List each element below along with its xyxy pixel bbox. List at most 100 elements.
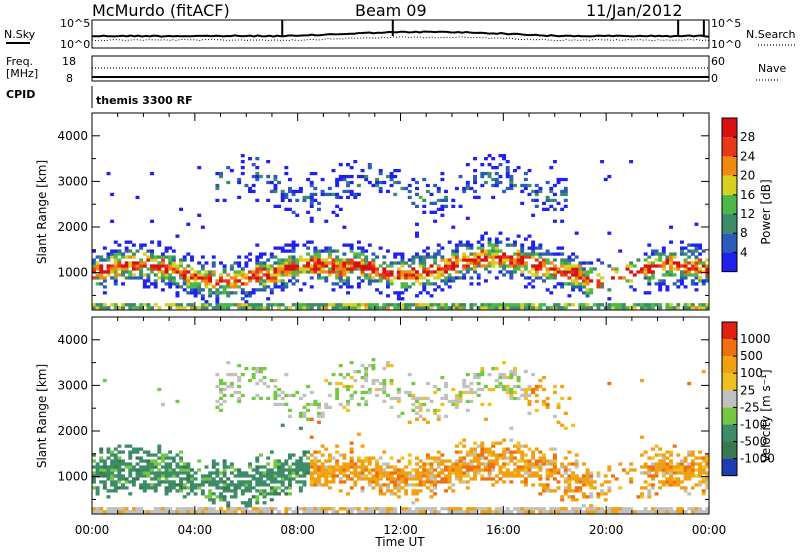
- velocity-cell: [393, 465, 398, 469]
- power-cell: [415, 252, 419, 256]
- power-cell: [342, 306, 347, 310]
- power-cell: [378, 168, 383, 173]
- velocity-cell: [483, 456, 488, 460]
- velocity-cell: [240, 492, 245, 496]
- power-cell: [146, 249, 151, 253]
- velocity-cell: [523, 477, 528, 481]
- velocity-cell: [444, 477, 448, 481]
- power-cell: [121, 303, 125, 307]
- velocity-cell: [338, 402, 343, 407]
- velocity-cell: [600, 507, 605, 511]
- velocity-cell: [578, 486, 583, 490]
- velocity-cell: [658, 507, 663, 511]
- velocity-cell: [574, 459, 579, 463]
- power-cell: [219, 273, 223, 277]
- power-cell: [131, 243, 136, 247]
- velocity-cell: [465, 486, 470, 490]
- velocity-cell: [244, 366, 249, 371]
- velocity-cell: [378, 465, 383, 469]
- velocity-cell: [131, 507, 136, 511]
- velocity-cell: [400, 471, 405, 475]
- velocity-cell: [665, 468, 670, 472]
- power-cell: [124, 267, 129, 271]
- velocity-cell: [164, 462, 169, 466]
- velocity-cell: [237, 507, 242, 511]
- power-cell: [494, 276, 499, 280]
- power-cell: [204, 306, 209, 310]
- velocity-cell: [701, 477, 706, 481]
- power-cell: [378, 306, 383, 310]
- power-cell: [465, 240, 470, 244]
- power-cell: [306, 252, 311, 256]
- power-cell: [618, 306, 623, 310]
- power-cell: [672, 273, 677, 277]
- power-cell: [258, 303, 263, 307]
- velocity-cell: [589, 480, 594, 484]
- power-cell: [654, 264, 659, 268]
- power-cell: [335, 264, 340, 268]
- power-cell: [189, 282, 194, 286]
- velocity-cell: [349, 393, 354, 398]
- power-cell: [407, 189, 412, 194]
- power-cell: [476, 195, 481, 200]
- velocity-cell: [182, 507, 187, 511]
- velocity-cell: [171, 510, 176, 514]
- power-cell: [153, 282, 158, 286]
- power-cell: [211, 291, 216, 295]
- power-cell: [436, 270, 441, 274]
- power-cell: [135, 267, 140, 271]
- velocity-cell: [346, 510, 350, 514]
- power-cell: [614, 303, 619, 307]
- velocity-cell: [266, 507, 271, 511]
- power-cell: [520, 303, 525, 307]
- power-cell: [407, 306, 412, 310]
- velocity-cell: [186, 480, 191, 484]
- power-cell: [545, 267, 550, 271]
- velocity-cell: [705, 483, 710, 487]
- velocity-cell: [375, 480, 380, 484]
- power-cell: [102, 246, 107, 250]
- power-cell: [240, 291, 245, 295]
- velocity-cell: [690, 471, 695, 475]
- power-cell: [309, 267, 314, 271]
- velocity-cell: [404, 510, 409, 514]
- velocity-cell: [298, 459, 303, 463]
- velocity-cell: [124, 444, 129, 448]
- power-cell: [545, 195, 550, 200]
- power-cell: [454, 255, 459, 259]
- velocity-cell: [273, 390, 278, 395]
- power-cell: [106, 306, 111, 310]
- velocity-cell: [331, 480, 336, 484]
- velocity-cell: [415, 456, 419, 460]
- velocity-colorbar-label: Velocity [m s⁻¹]: [759, 369, 773, 462]
- velocity-cell: [135, 447, 140, 451]
- power-cell: [248, 276, 252, 280]
- velocity-cell: [458, 456, 463, 460]
- power-cell: [248, 294, 252, 298]
- power-cell: [444, 264, 448, 268]
- velocity-cell: [99, 510, 104, 514]
- velocity-cell: [291, 462, 296, 466]
- velocity-cell: [400, 480, 405, 484]
- velocity-cell: [538, 450, 543, 454]
- power-cell: [186, 276, 191, 280]
- power-cell: [131, 303, 136, 307]
- velocity-cell: [226, 510, 231, 514]
- power-cell: [193, 291, 198, 295]
- velocity-cell: [306, 468, 311, 472]
- velocity-cell: [429, 474, 434, 478]
- power-cell: [505, 174, 510, 179]
- velocity-cell: [287, 414, 292, 418]
- velocity-cell: [99, 480, 104, 484]
- velocity-cell: [164, 465, 169, 469]
- power-cell: [215, 300, 220, 304]
- velocity-cell: [335, 390, 340, 395]
- power-cell: [255, 157, 260, 161]
- power-cell: [476, 264, 481, 268]
- power-cell: [237, 279, 242, 283]
- power-cell: [436, 276, 441, 280]
- power-cell: [244, 273, 249, 277]
- velocity-cell: [182, 495, 187, 499]
- velocity-cell: [135, 450, 140, 454]
- power-cell: [629, 160, 634, 164]
